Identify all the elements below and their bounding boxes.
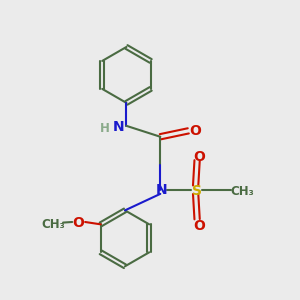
Text: O: O bbox=[73, 216, 85, 230]
Text: N: N bbox=[156, 183, 168, 197]
Text: N: N bbox=[112, 120, 124, 134]
Text: CH₃: CH₃ bbox=[230, 185, 254, 198]
Text: S: S bbox=[192, 184, 202, 198]
Text: O: O bbox=[189, 124, 201, 138]
Text: O: O bbox=[194, 219, 206, 233]
Text: CH₃: CH₃ bbox=[42, 218, 65, 231]
Text: O: O bbox=[194, 149, 206, 164]
Text: H: H bbox=[100, 122, 110, 135]
